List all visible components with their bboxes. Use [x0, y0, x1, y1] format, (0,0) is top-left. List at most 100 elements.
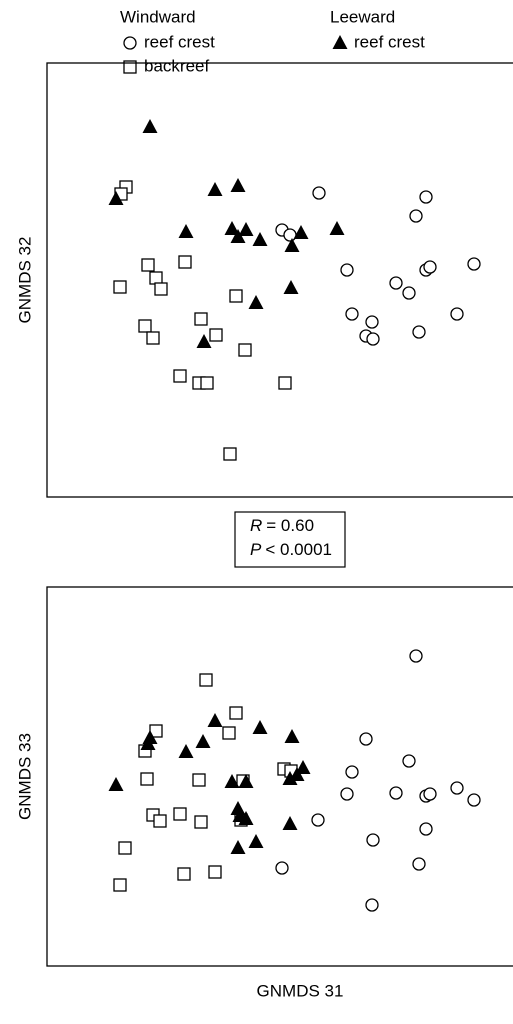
- circle-marker: [366, 833, 380, 847]
- legend-group-title: Windward: [120, 7, 196, 26]
- square-marker: [138, 319, 152, 333]
- y-axis-label: GNMDS 33: [15, 733, 34, 820]
- triangle-marker: [238, 811, 254, 825]
- square-marker: [229, 289, 243, 303]
- triangle-marker: [140, 736, 156, 750]
- circle-marker: [402, 286, 416, 300]
- triangle-marker: [284, 729, 300, 743]
- circle-marker: [275, 861, 289, 875]
- circle-marker: [412, 325, 426, 339]
- stat-line: R = 0.60: [250, 516, 314, 535]
- triangle-marker: [252, 232, 268, 246]
- circle-marker: [450, 781, 464, 795]
- circle-marker: [450, 307, 464, 321]
- legend-label: backreef: [144, 56, 209, 75]
- square-marker: [238, 343, 252, 357]
- triangle-marker: [224, 221, 240, 235]
- triangle-marker: [329, 221, 345, 235]
- square-marker: [118, 841, 132, 855]
- triangle-marker: [248, 295, 264, 309]
- square-marker: [141, 258, 155, 272]
- square-marker: [223, 447, 237, 461]
- plot-frame: [46, 62, 513, 498]
- circle-marker: [467, 257, 481, 271]
- circle-marker: [311, 813, 325, 827]
- y-axis-label: GNMDS 32: [15, 237, 34, 324]
- legend-label: reef crest: [354, 32, 425, 51]
- triangle-marker: [293, 225, 309, 239]
- triangle-marker: [284, 238, 300, 252]
- triangle-marker: [142, 119, 158, 133]
- triangle-marker: [248, 834, 264, 848]
- square-marker: [154, 282, 168, 296]
- square-marker: [113, 878, 127, 892]
- legend-marker: [332, 35, 348, 49]
- circle-marker: [366, 332, 380, 346]
- circle-marker: [467, 793, 481, 807]
- legend-marker: [123, 36, 137, 50]
- circle-marker: [423, 787, 437, 801]
- circle-marker: [340, 787, 354, 801]
- triangle-marker: [238, 222, 254, 236]
- square-marker: [194, 312, 208, 326]
- triangle-marker: [224, 774, 240, 788]
- x-axis-label: GNMDS 31: [257, 981, 344, 1000]
- stat-symbol: P: [250, 540, 262, 559]
- circle-marker: [345, 765, 359, 779]
- circle-marker: [389, 276, 403, 290]
- square-marker: [209, 328, 223, 342]
- triangle-marker: [178, 744, 194, 758]
- square-marker: [208, 865, 222, 879]
- triangle-marker: [252, 720, 268, 734]
- square-marker: [149, 271, 163, 285]
- circle-marker: [419, 190, 433, 204]
- stat-value: = 0.60: [266, 516, 314, 535]
- square-marker: [222, 726, 236, 740]
- square-marker: [146, 331, 160, 345]
- triangle-marker: [196, 334, 212, 348]
- triangle-marker: [230, 178, 246, 192]
- stat-value: < 0.0001: [265, 540, 332, 559]
- circle-marker: [365, 315, 379, 329]
- triangle-marker: [238, 774, 254, 788]
- legend-marker: [123, 60, 137, 74]
- triangle-marker: [230, 229, 246, 243]
- triangle-marker: [178, 224, 194, 238]
- circle-marker: [345, 307, 359, 321]
- circle-marker: [340, 263, 354, 277]
- triangle-marker: [295, 760, 311, 774]
- circle-marker: [419, 822, 433, 836]
- circle-marker: [389, 786, 403, 800]
- circle-marker: [283, 228, 297, 242]
- legend-group-title: Leeward: [330, 7, 395, 26]
- triangle-marker: [283, 280, 299, 294]
- stats-box: [234, 511, 346, 568]
- triangle-marker: [108, 191, 124, 205]
- square-marker: [177, 867, 191, 881]
- triangle-marker: [230, 840, 246, 854]
- legend-label: reef crest: [144, 32, 215, 51]
- circle-marker: [359, 732, 373, 746]
- circle-marker: [412, 857, 426, 871]
- triangle-marker: [108, 777, 124, 791]
- square-marker: [173, 369, 187, 383]
- triangle-marker: [207, 713, 223, 727]
- triangle-marker: [207, 182, 223, 196]
- triangle-marker: [195, 734, 211, 748]
- square-marker: [178, 255, 192, 269]
- square-marker: [200, 376, 214, 390]
- square-marker: [153, 814, 167, 828]
- square-marker: [199, 673, 213, 687]
- plot-frame: [46, 586, 513, 967]
- square-marker: [173, 807, 187, 821]
- square-marker: [278, 376, 292, 390]
- stat-line: P < 0.0001: [250, 540, 332, 559]
- circle-marker: [409, 209, 423, 223]
- square-marker: [192, 773, 206, 787]
- circle-marker: [402, 754, 416, 768]
- stat-symbol: R: [250, 516, 262, 535]
- square-marker: [229, 706, 243, 720]
- triangle-marker: [282, 771, 298, 785]
- circle-marker: [409, 649, 423, 663]
